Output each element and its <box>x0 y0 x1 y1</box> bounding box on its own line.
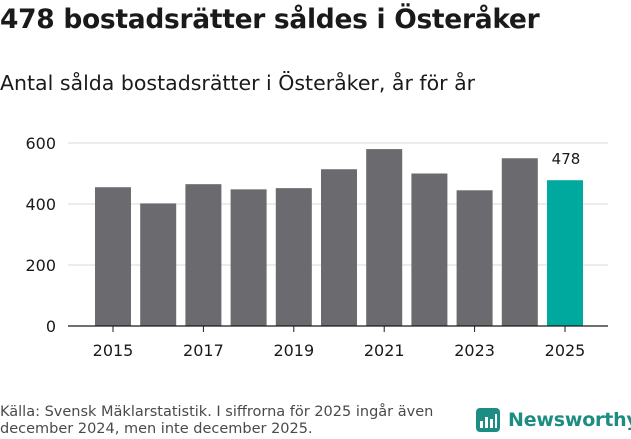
bar-2018 <box>230 189 267 326</box>
y-tick-label: 600 <box>25 134 56 153</box>
bar-2020 <box>321 169 357 326</box>
data-label: 478 <box>552 150 581 168</box>
data-labels: 478 <box>552 150 581 168</box>
brand-logo: Newsworthy <box>476 408 631 432</box>
x-tick-label: 2023 <box>454 341 495 360</box>
bar-chart: 0 200 400 600 478 2015 2017 2019 2021 2023 2025 <box>25 134 608 360</box>
x-tick-label: 2019 <box>273 341 314 360</box>
newsworthy-logo-icon <box>476 408 500 432</box>
bars <box>95 149 583 326</box>
bar-2023 <box>456 190 493 326</box>
y-tick-label: 0 <box>46 317 56 336</box>
x-tick-label: 2021 <box>364 341 405 360</box>
y-axis-ticks: 0 200 400 600 <box>25 134 56 336</box>
y-tick-label: 200 <box>25 256 56 275</box>
x-axis-ticks: 2015 2017 2019 2021 2023 2025 <box>93 326 586 360</box>
x-tick-label: 2015 <box>93 341 134 360</box>
chart-title: 478 bostadsrätter såldes i Österåker <box>0 4 540 35</box>
x-tick-label: 2025 <box>545 341 586 360</box>
bar-2019 <box>275 188 312 326</box>
bar-2016 <box>140 203 177 326</box>
brand-name: Newsworthy <box>508 409 631 431</box>
bar-2015 <box>95 187 131 326</box>
bar-2017 <box>185 184 222 326</box>
chart-subtitle: Antal sålda bostadsrätter i Österåker, å… <box>0 71 476 95</box>
source-note: Källa: Svensk Mäklarstatistik. I siffror… <box>0 404 434 437</box>
bar-2025 <box>547 180 583 326</box>
x-tick-label: 2017 <box>183 341 224 360</box>
bar-2021 <box>366 149 403 326</box>
bar-2024 <box>501 158 538 326</box>
y-tick-label: 400 <box>25 195 56 214</box>
bar-2022 <box>411 173 448 326</box>
